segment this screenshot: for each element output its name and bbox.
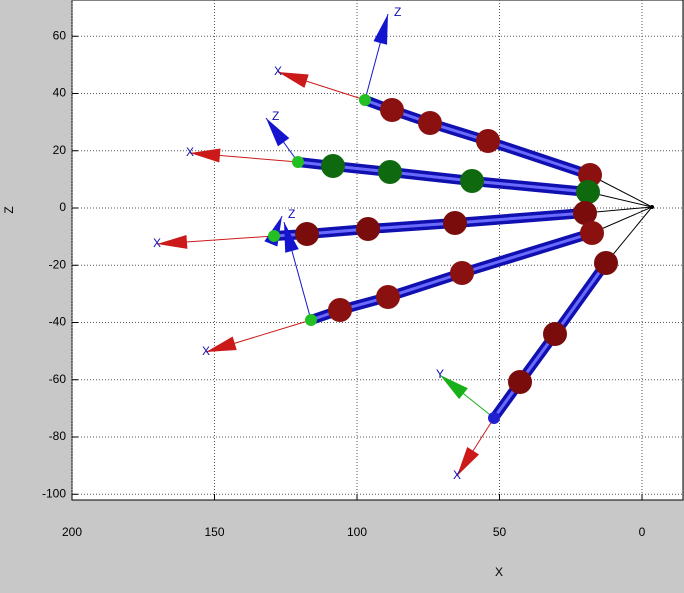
fingertip xyxy=(305,314,317,326)
joint xyxy=(476,129,500,153)
z-axis-label: Z xyxy=(2,206,16,213)
frame-label: Z xyxy=(394,5,401,19)
x-axis-label: X xyxy=(495,565,503,579)
joint xyxy=(576,180,600,204)
y-axis-arrow-head xyxy=(440,375,468,400)
joint xyxy=(328,298,352,322)
palm-link xyxy=(605,206,653,264)
frame-label: Z xyxy=(288,207,295,221)
joint xyxy=(321,154,345,178)
frame-label: Z xyxy=(272,109,279,123)
x-axis-arrow-head xyxy=(190,148,221,163)
frame-label: X xyxy=(453,468,461,482)
z-axis-arrow-head xyxy=(373,14,388,45)
joint xyxy=(356,217,380,241)
x-tick-label: 100 xyxy=(347,525,367,539)
z-tick-label: -20 xyxy=(49,257,67,271)
frame-label: Y xyxy=(436,367,444,381)
z-tick-label: -60 xyxy=(49,372,67,386)
z-tick-label: 40 xyxy=(53,86,67,100)
z-tick-label: -100 xyxy=(42,486,66,500)
scene: X Z X Z X Z X X Y xyxy=(153,5,654,482)
x-axis-arrow-head xyxy=(457,446,480,476)
z-axis-arrow-head xyxy=(284,222,299,253)
z-tick-label: 0 xyxy=(59,200,66,214)
plot-area xyxy=(71,0,684,501)
finger-highlight xyxy=(492,262,608,419)
x-tick-label: 50 xyxy=(493,525,507,539)
joint xyxy=(443,211,467,235)
z-tick-label: -40 xyxy=(49,315,67,329)
joint xyxy=(460,169,484,193)
z-axis-arrow-head xyxy=(266,118,290,147)
joint xyxy=(450,261,474,285)
joint xyxy=(380,98,404,122)
fingertip xyxy=(292,156,304,168)
x-axis-arrow-head xyxy=(206,336,237,352)
x-axis-arrow-head xyxy=(278,72,309,88)
fingertip xyxy=(488,412,500,424)
joint xyxy=(508,370,532,394)
z-tick-label: -80 xyxy=(49,429,67,443)
joint xyxy=(594,251,618,275)
frame-label: X xyxy=(153,236,161,250)
z-tick-label: 60 xyxy=(53,28,67,42)
z-tick-label: 20 xyxy=(53,143,67,157)
fingertip xyxy=(268,230,280,242)
joint xyxy=(580,221,604,245)
x-axis-arrow-head xyxy=(157,234,188,249)
frame-label: X xyxy=(274,64,282,78)
joint xyxy=(418,111,442,135)
joint xyxy=(543,322,567,346)
x-tick-label: 200 xyxy=(62,525,82,539)
fingertip xyxy=(359,94,371,106)
frame-label: X xyxy=(202,344,210,358)
joint xyxy=(295,222,319,246)
frame-label: X xyxy=(186,145,194,159)
x-tick-label: 0 xyxy=(639,525,646,539)
x-tick-label: 150 xyxy=(204,525,224,539)
joint xyxy=(376,285,400,309)
joint xyxy=(378,160,402,184)
joint xyxy=(573,201,597,225)
palm-origin xyxy=(650,205,654,209)
